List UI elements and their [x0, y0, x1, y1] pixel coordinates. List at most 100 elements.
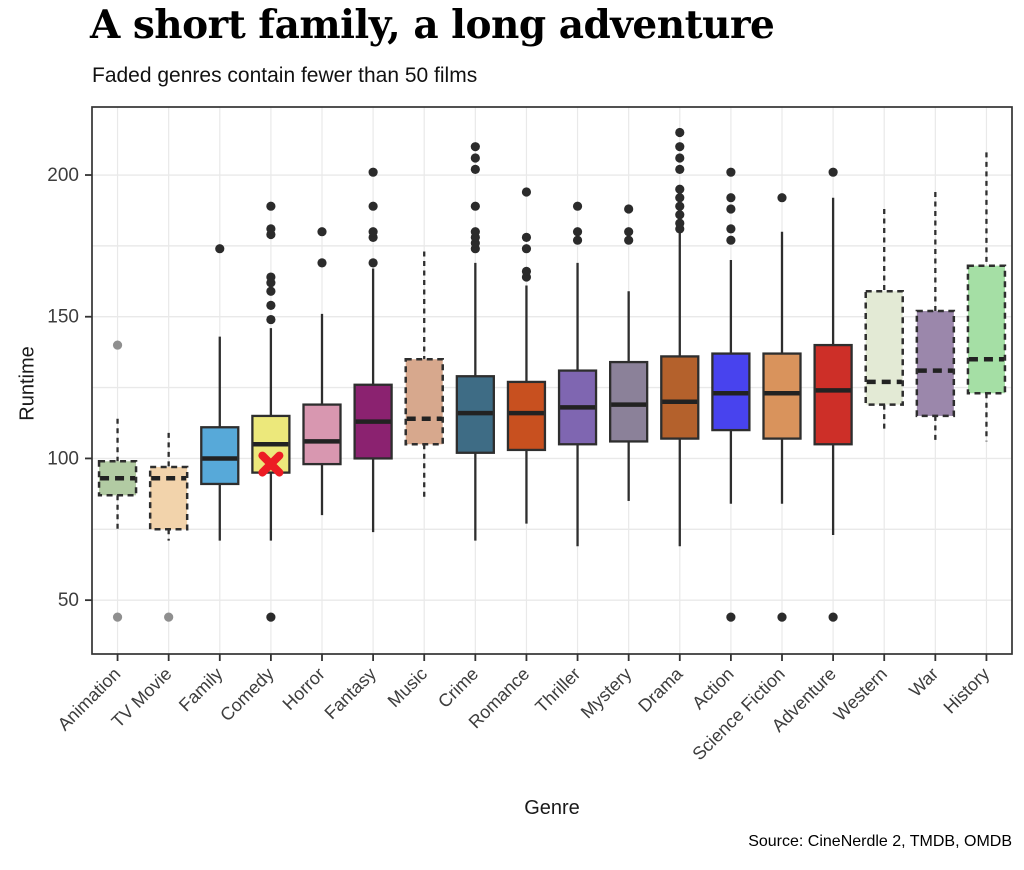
x-tick-label: War	[905, 664, 942, 701]
outlier-point	[777, 612, 787, 622]
iqr-box	[864, 289, 904, 406]
x-tick-label: Action	[688, 664, 738, 714]
outlier-point	[675, 218, 685, 228]
x-tick-label: Comedy	[216, 664, 278, 726]
outlier-point	[675, 153, 685, 163]
outlier-point	[368, 258, 378, 268]
box-crime	[455, 142, 495, 541]
panel-background	[92, 107, 1012, 654]
outlier-point	[470, 201, 480, 211]
box-romance	[506, 187, 547, 524]
outlier-point	[521, 244, 532, 254]
box-horror	[302, 227, 342, 516]
y-tick-label: 150	[47, 307, 79, 328]
box-family	[200, 244, 240, 541]
outlier-point	[470, 227, 480, 237]
chart-subtitle: Faded genres contain fewer than 50 films	[92, 64, 478, 87]
outlier-point	[572, 235, 583, 245]
outlier-point	[726, 204, 736, 214]
outlier-point	[726, 193, 736, 203]
outlier-point	[675, 193, 685, 203]
outlier-point	[726, 612, 736, 622]
x-axis-title: Genre	[524, 797, 580, 819]
outlier-point	[266, 272, 276, 282]
outlier-point	[675, 142, 685, 152]
iqr-box	[813, 343, 853, 446]
iqr-box	[762, 352, 802, 440]
box-adventure	[813, 167, 853, 622]
box-comedy	[251, 201, 291, 622]
outlier-point	[266, 224, 276, 234]
iqr-box	[200, 426, 240, 486]
outlier-point	[675, 201, 685, 211]
outlier-point	[624, 235, 634, 245]
iqr-box	[660, 355, 700, 440]
box-science-fiction	[762, 193, 802, 622]
outlier-point	[624, 227, 634, 237]
outlier-point	[726, 224, 736, 234]
x-tick-label: Fantasy	[321, 664, 380, 723]
outlier-point	[266, 201, 276, 211]
iqr-box	[609, 360, 649, 443]
outlier-point	[368, 227, 378, 237]
outlier-point	[521, 187, 532, 197]
outlier-point	[266, 612, 276, 622]
outlier-point	[675, 127, 685, 138]
outlier-point	[675, 210, 685, 220]
outlier-point	[470, 142, 480, 152]
iqr-box	[915, 309, 956, 418]
guess-marker-x	[258, 451, 284, 477]
outlier-point	[266, 300, 276, 310]
outlier-point	[828, 167, 838, 177]
iqr-box	[506, 380, 547, 452]
box-animation	[97, 340, 138, 622]
box-thriller	[557, 201, 598, 547]
x-tick-label: Western	[830, 664, 891, 725]
x-stroke	[258, 451, 284, 477]
panel-border	[91, 106, 1013, 655]
outlier-point	[266, 286, 276, 296]
outlier-point	[164, 612, 174, 622]
outlier-point	[112, 340, 123, 350]
outlier-point	[572, 201, 583, 211]
y-tick-label: 50	[58, 590, 79, 611]
outlier-point	[624, 204, 634, 214]
x-tick-label: Mystery	[577, 664, 636, 723]
outlier-point	[726, 167, 736, 177]
outlier-point	[675, 184, 685, 194]
x-tick-label: History	[940, 664, 994, 718]
source-credit: Source: CineNerdle 2, TMDB, OMDB	[748, 833, 1012, 850]
x-tick-label: Drama	[634, 663, 687, 716]
y-tick-label: 100	[47, 448, 79, 469]
box-western	[864, 209, 904, 431]
outlier-point	[317, 227, 327, 237]
outlier-point	[470, 164, 480, 174]
x-tick-label: Science Fiction	[688, 664, 788, 764]
outlier-point	[266, 314, 276, 325]
outlier-point	[368, 167, 378, 177]
box-fantasy	[353, 167, 393, 533]
outlier-point	[521, 266, 532, 276]
box-tv-movie	[148, 432, 189, 622]
outlier-point	[726, 235, 736, 245]
x-tick-label: Crime	[434, 664, 482, 712]
outlier-point	[572, 227, 583, 237]
y-tick-label: 200	[47, 165, 79, 186]
outlier-point	[112, 612, 123, 622]
outlier-point	[470, 153, 480, 163]
iqr-box	[302, 403, 342, 466]
outlier-point	[675, 164, 685, 174]
outlier-point	[777, 193, 787, 203]
iqr-box	[966, 264, 1007, 395]
chart-title: A short family, a long adventure	[90, 2, 775, 48]
box-drama	[660, 127, 700, 547]
box-war	[915, 192, 956, 442]
outlier-point	[828, 612, 838, 622]
box-history	[966, 152, 1007, 442]
outlier-point	[368, 201, 378, 211]
x-tick-label: Horror	[279, 664, 329, 714]
iqr-box	[404, 357, 444, 446]
y-axis-title: Runtime	[16, 346, 39, 421]
